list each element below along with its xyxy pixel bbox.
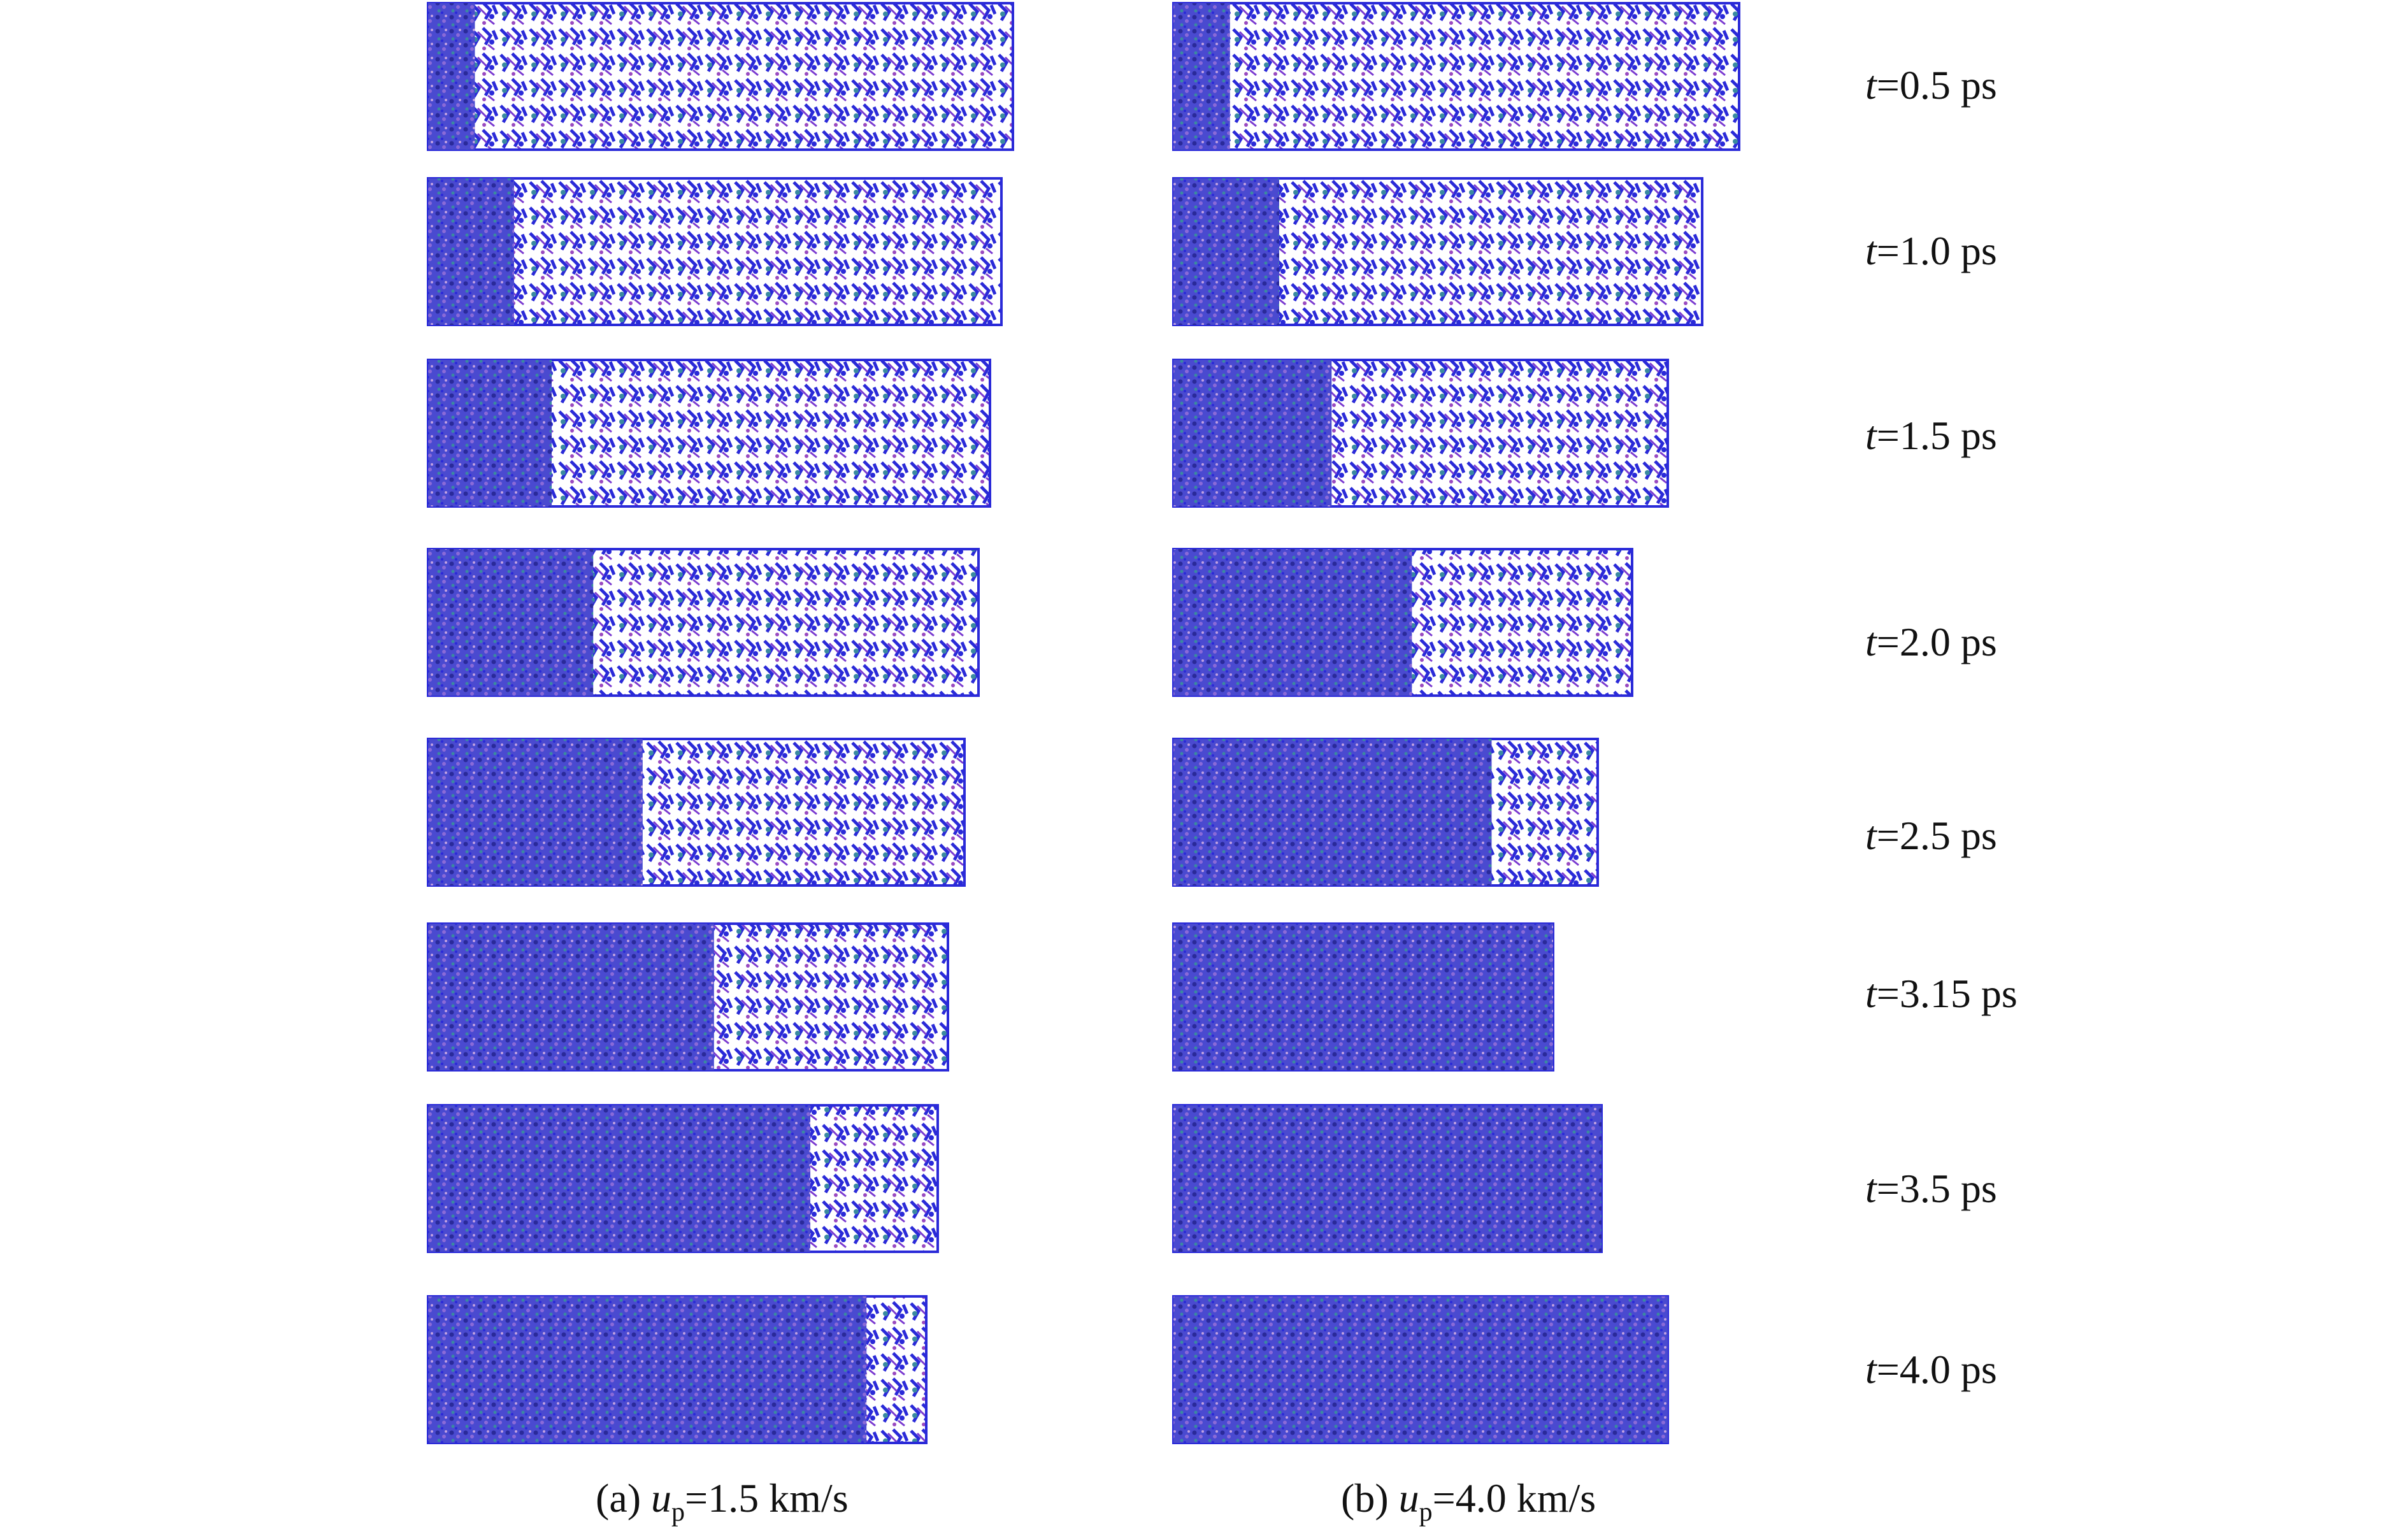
snapshot-a-3 bbox=[427, 359, 991, 508]
compressed-region-b-4 bbox=[1173, 549, 1412, 696]
snapshot-b-8 bbox=[1172, 1295, 1669, 1444]
compressed-region-b-5 bbox=[1173, 739, 1492, 885]
snapshot-b-6 bbox=[1172, 922, 1554, 1072]
time-label-3: t=1.5 ps bbox=[1865, 413, 1997, 458]
compressed-region-a-7 bbox=[428, 1105, 810, 1252]
compressed-region-a-6 bbox=[428, 924, 714, 1070]
snapshot-a-4 bbox=[427, 548, 980, 697]
snapshot-b-3 bbox=[1172, 359, 1669, 508]
time-label-4: t=2.0 ps bbox=[1865, 619, 1997, 664]
compressed-region-a-3 bbox=[428, 360, 552, 506]
snapshot-b-4 bbox=[1172, 548, 1633, 697]
caption-b: (b) up=4.0 km/s bbox=[1341, 1475, 1596, 1527]
panel-b-snapshots bbox=[1172, 2, 1740, 1444]
snapshot-a-6 bbox=[427, 922, 949, 1072]
panel-a-snapshots bbox=[427, 2, 1014, 1444]
time-label-5: t=2.5 ps bbox=[1865, 813, 1997, 858]
compressed-region-b-7 bbox=[1173, 1105, 1602, 1252]
compressed-region-a-1 bbox=[428, 3, 475, 150]
compressed-region-b-2 bbox=[1173, 178, 1279, 325]
snapshot-a-5 bbox=[427, 738, 966, 887]
compressed-region-a-5 bbox=[428, 739, 643, 885]
snapshot-b-5 bbox=[1172, 738, 1599, 887]
compressed-region-b-1 bbox=[1173, 3, 1230, 150]
snapshot-b-1 bbox=[1172, 2, 1740, 151]
snapshot-b-7 bbox=[1172, 1104, 1603, 1253]
compressed-region-b-6 bbox=[1173, 924, 1553, 1070]
compressed-region-a-4 bbox=[428, 549, 594, 696]
compressed-region-b-8 bbox=[1173, 1296, 1668, 1443]
compressed-region-b-3 bbox=[1173, 360, 1332, 506]
time-label-1: t=0.5 ps bbox=[1865, 62, 1997, 108]
snapshot-a-1 bbox=[427, 2, 1014, 151]
compressed-region-a-2 bbox=[428, 178, 514, 325]
snapshot-a-2 bbox=[427, 177, 1003, 326]
time-label-2: t=1.0 ps bbox=[1865, 228, 1997, 273]
time-label-6: t=3.15 ps bbox=[1865, 971, 2017, 1016]
snapshot-a-7 bbox=[427, 1104, 939, 1253]
snapshot-a-8 bbox=[427, 1295, 928, 1444]
snapshot-b-2 bbox=[1172, 177, 1703, 326]
time-label-7: t=3.5 ps bbox=[1865, 1166, 1997, 1211]
compressed-region-a-8 bbox=[428, 1296, 867, 1443]
time-label-8: t=4.0 ps bbox=[1865, 1347, 1997, 1392]
caption-a: (a) up=1.5 km/s bbox=[596, 1475, 849, 1527]
